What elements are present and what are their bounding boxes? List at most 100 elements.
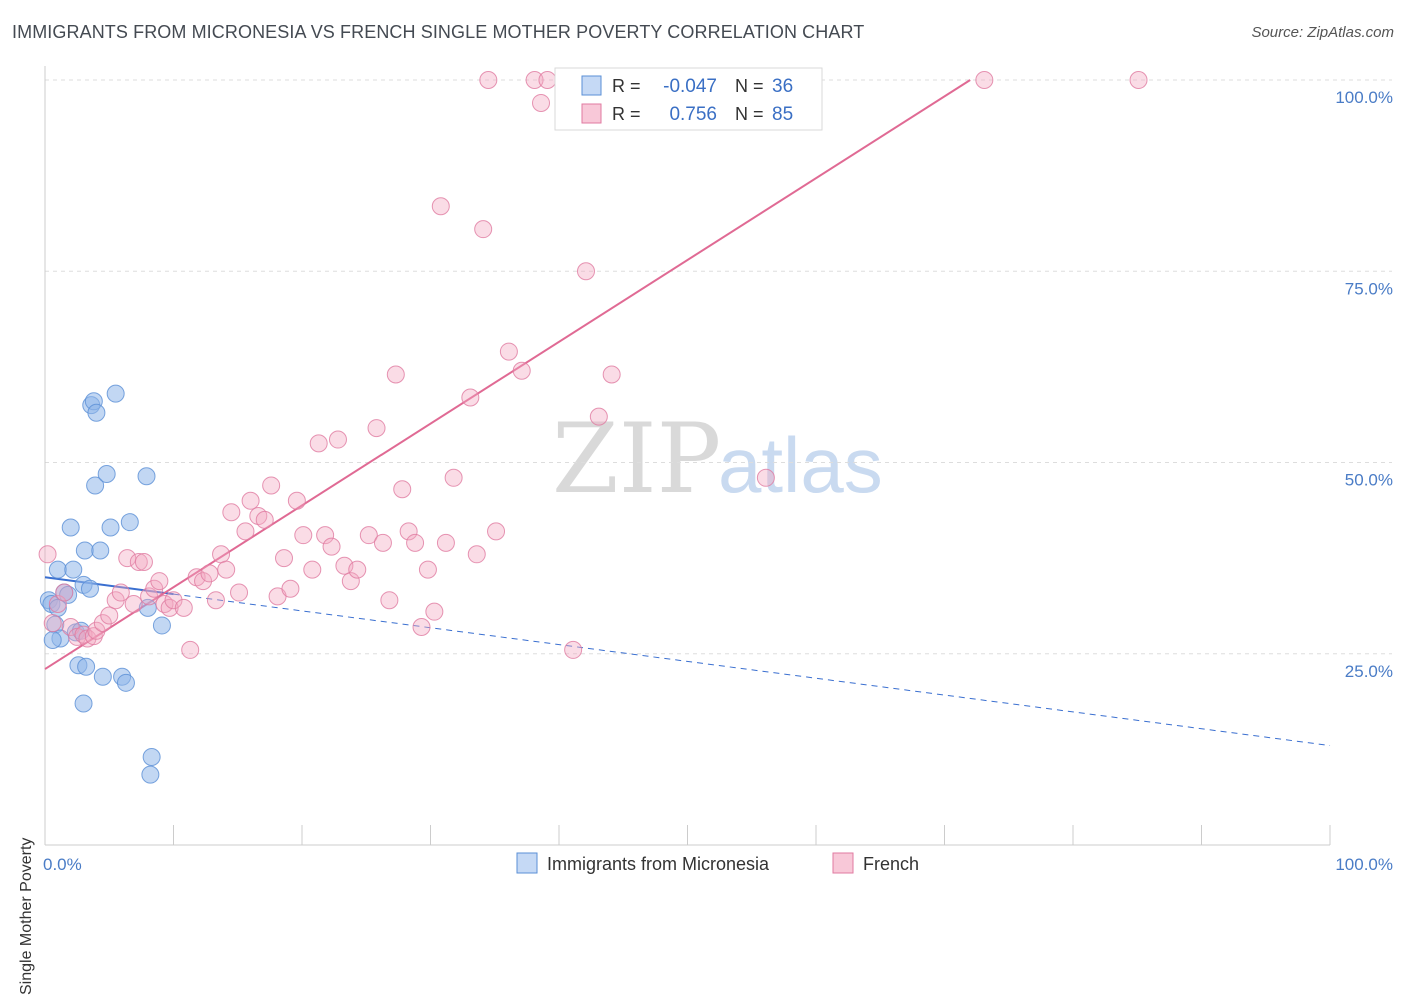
french-point-47 bbox=[322, 537, 341, 556]
micronesia-point-30 bbox=[138, 598, 157, 617]
data-points bbox=[38, 71, 1148, 784]
french-point-41 bbox=[281, 579, 300, 598]
french-point-61 bbox=[418, 560, 437, 579]
french-point-82 bbox=[756, 468, 775, 487]
micronesia-point-13 bbox=[77, 657, 96, 676]
french-point-28 bbox=[200, 564, 219, 583]
french-point-55 bbox=[380, 591, 399, 610]
french-point-50 bbox=[341, 572, 360, 591]
french-point-73 bbox=[525, 71, 544, 89]
french-point-66 bbox=[461, 388, 480, 407]
french-point-0 bbox=[38, 545, 57, 564]
stats-r-label-2: R = bbox=[612, 104, 641, 124]
chart-title: IMMIGRANTS FROM MICRONESIA VS FRENCH SIN… bbox=[12, 22, 865, 42]
micronesia-point-3 bbox=[48, 560, 67, 579]
french-point-24 bbox=[174, 598, 193, 617]
french-point-58 bbox=[399, 522, 418, 541]
french-point-70 bbox=[479, 71, 498, 89]
french-point-37 bbox=[255, 510, 274, 529]
french-point-83 bbox=[975, 71, 994, 89]
french-point-2 bbox=[48, 595, 67, 614]
french-point-25 bbox=[181, 640, 200, 659]
french-point-10 bbox=[93, 614, 112, 633]
watermark: ZIP atlas bbox=[552, 403, 883, 515]
french-point-42 bbox=[287, 491, 306, 510]
french-point-84 bbox=[1129, 71, 1148, 89]
french-point-31 bbox=[217, 560, 236, 579]
french-point-17 bbox=[134, 552, 153, 571]
french-point-65 bbox=[444, 468, 463, 487]
french-point-69 bbox=[487, 522, 506, 541]
trend-lines bbox=[44, 79, 1331, 747]
french-point-46 bbox=[316, 526, 335, 545]
french-trend-line bbox=[44, 79, 971, 670]
french-point-27 bbox=[194, 572, 213, 591]
french-point-34 bbox=[236, 522, 255, 541]
french-point-8 bbox=[84, 627, 103, 646]
french-point-16 bbox=[129, 552, 148, 571]
micronesia-point-7 bbox=[61, 518, 80, 537]
french-point-72 bbox=[512, 361, 531, 380]
micronesia-point-16 bbox=[80, 579, 99, 598]
stats-legend: R = -0.047 N = 36 R = 0.756 N = 85 bbox=[554, 67, 823, 131]
scatter-chart: ZIP atlas 25.0% 50.0% 75.0% 100.0% 0.0% 100.0… bbox=[38, 66, 1393, 874]
french-point-54 bbox=[373, 533, 392, 552]
micronesia-point-29 bbox=[137, 467, 156, 486]
micronesia-point-22 bbox=[93, 667, 112, 686]
french-point-63 bbox=[431, 197, 450, 216]
french-point-11 bbox=[100, 606, 119, 625]
french-point-45 bbox=[309, 434, 328, 453]
french-point-15 bbox=[124, 595, 143, 614]
french-point-32 bbox=[222, 503, 241, 522]
y-tick-label-2: 75.0% bbox=[1345, 279, 1393, 298]
y-tick-label-0: 25.0% bbox=[1345, 662, 1393, 681]
french-point-71 bbox=[499, 342, 518, 361]
french-point-35 bbox=[241, 491, 260, 510]
stats-swatch-blue bbox=[581, 75, 602, 96]
grid bbox=[45, 79, 1392, 655]
stats-r-label-1: R = bbox=[612, 76, 641, 96]
french-point-1 bbox=[43, 614, 62, 633]
micronesia-point-33 bbox=[152, 616, 171, 635]
stats-r-value-2: 0.756 bbox=[669, 104, 717, 125]
french-point-75 bbox=[538, 71, 557, 89]
stats-n-value-1: 36 bbox=[772, 76, 793, 97]
french-point-60 bbox=[412, 617, 431, 636]
micronesia-point-32 bbox=[141, 765, 160, 784]
micronesia-point-23 bbox=[97, 464, 116, 483]
french-point-56 bbox=[386, 365, 405, 384]
french-point-77 bbox=[576, 262, 595, 281]
micronesia-point-25 bbox=[106, 384, 125, 403]
french-point-9 bbox=[87, 621, 106, 640]
french-point-51 bbox=[348, 560, 367, 579]
french-point-59 bbox=[406, 533, 425, 552]
french-point-23 bbox=[164, 591, 183, 610]
micronesia-point-21 bbox=[91, 541, 110, 560]
stats-n-value-2: 85 bbox=[772, 104, 793, 125]
micronesia-point-27 bbox=[116, 673, 135, 692]
french-point-68 bbox=[474, 220, 493, 239]
french-point-78 bbox=[589, 407, 608, 426]
french-point-62 bbox=[425, 602, 444, 621]
micronesia-point-31 bbox=[142, 748, 161, 767]
french-point-52 bbox=[359, 526, 378, 545]
stats-n-label-1: N = bbox=[735, 76, 764, 96]
tick-labels: 25.0% 50.0% 75.0% 100.0% 0.0% 100.0% bbox=[43, 88, 1393, 874]
micronesia-point-24 bbox=[101, 518, 120, 537]
x-tick-label-1: 100.0% bbox=[1335, 855, 1393, 874]
micronesia-point-34 bbox=[43, 630, 62, 649]
french-point-38 bbox=[262, 476, 281, 495]
french-point-29 bbox=[206, 591, 225, 610]
french-point-76 bbox=[564, 640, 583, 659]
french-point-48 bbox=[328, 430, 347, 449]
french-point-20 bbox=[150, 572, 169, 591]
legend-swatch-french bbox=[832, 852, 854, 874]
micronesia-point-8 bbox=[64, 560, 83, 579]
watermark-atlas: atlas bbox=[718, 421, 883, 509]
french-point-40 bbox=[275, 549, 294, 568]
french-point-79 bbox=[602, 365, 621, 384]
french-point-67 bbox=[467, 545, 486, 564]
french-point-30 bbox=[212, 545, 231, 564]
french-point-57 bbox=[393, 480, 412, 499]
micronesia-point-28 bbox=[120, 513, 139, 532]
